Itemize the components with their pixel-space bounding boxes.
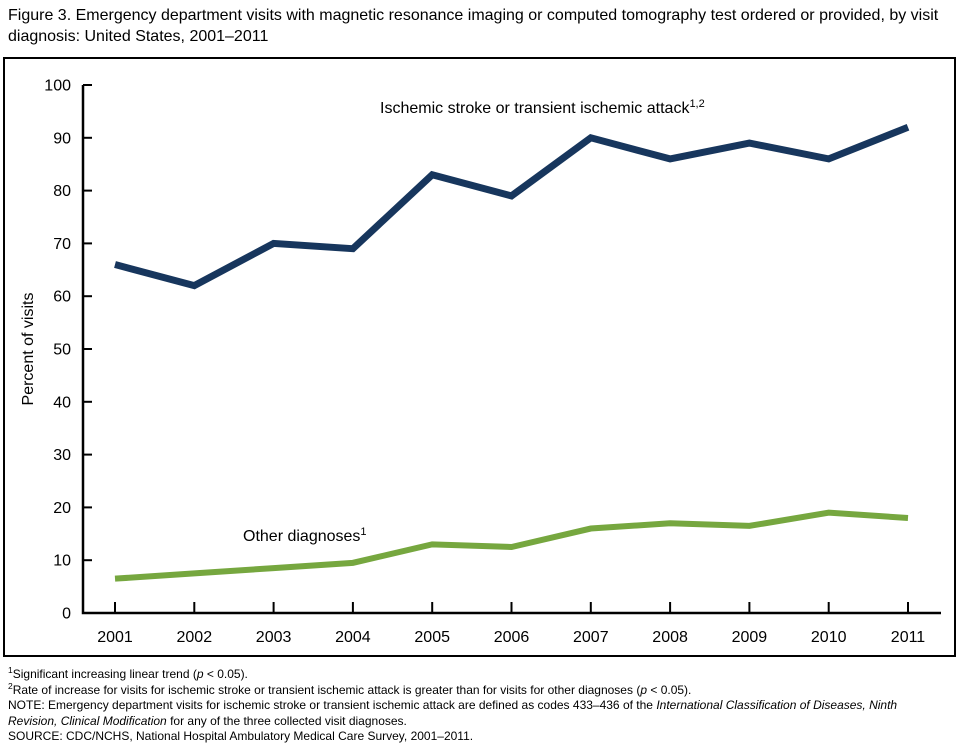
y-axis-tick-label: 70: [53, 236, 71, 253]
series-line-0: [114, 123, 910, 290]
y-axis-tick-label: 30: [53, 447, 71, 464]
footnote-text: SOURCE: CDC/NCHS, National Hospital Ambu…: [8, 729, 474, 744]
y-axis-tick-label: 0: [62, 606, 71, 623]
y-axis-tick-label: 20: [53, 500, 71, 517]
chart-border: [3, 57, 956, 657]
x-axis-tick-label: 2010: [811, 629, 847, 646]
y-axis-tick-label: 60: [53, 289, 71, 306]
footnote-text: < 0.05).: [647, 682, 692, 697]
x-axis-tick-label: 2011: [891, 629, 926, 646]
x-axis-tick-label: 2009: [732, 629, 768, 646]
footnote-line: SOURCE: CDC/NCHS, National Hospital Ambu…: [8, 729, 916, 745]
footnote-text: p: [196, 667, 204, 681]
y-axis-tick-label: 10: [53, 553, 71, 570]
series-line-1: [114, 509, 909, 582]
x-axis-tick-label: 2007: [573, 629, 609, 646]
figure-title: Figure 3. Emergency department visits wi…: [8, 7, 939, 45]
series-label-1: Other diagnoses1: [243, 526, 367, 545]
footnote-text: Significant increasing linear trend (: [12, 667, 197, 681]
x-axis-tick-label: 2004: [335, 629, 371, 646]
y-axis-tick-label: 40: [53, 394, 71, 411]
series-label-0: Ischemic stroke or transient ischemic at…: [380, 98, 705, 117]
footnote-text: p: [640, 682, 648, 697]
footnote-text: International Classification of Diseases…: [8, 698, 898, 728]
x-axis-tick-label: 2003: [256, 629, 292, 646]
x-axis-tick-label: 2002: [177, 629, 213, 646]
x-axis-tick-label: 2008: [652, 629, 688, 646]
x-axis-tick-label: 2001: [97, 629, 133, 646]
x-axis-tick-label: 2005: [414, 629, 450, 646]
footnotes: 1Significant increasing linear trend (p …: [8, 665, 916, 745]
axes: [81, 85, 941, 615]
y-axis-tick-label: 100: [44, 78, 71, 95]
y-axis-title: Percent of visits: [20, 293, 37, 406]
footnote-text: < 0.05).: [203, 667, 248, 681]
y-axis-tick-label: 90: [53, 130, 71, 147]
y-axis-tick-label: 50: [53, 342, 71, 359]
footnote-text: NOTE: Emergency department visits for is…: [8, 698, 657, 713]
footnote-text: Rate of increase for visits for ischemic…: [12, 682, 641, 697]
footnote-superscript: 2: [8, 680, 13, 691]
footnote-line: 2Rate of increase for visits for ischemi…: [8, 680, 916, 699]
footnote-superscript: 1: [8, 665, 13, 675]
y-axis-tick-label: 80: [53, 183, 71, 200]
footnote-line: NOTE: Emergency department visits for is…: [8, 698, 916, 729]
footnote-line: 1Significant increasing linear trend (p …: [8, 665, 916, 683]
x-axis-tick-label: 2006: [494, 629, 530, 646]
footnote-text: for any of the three collected visit dia…: [166, 713, 407, 728]
